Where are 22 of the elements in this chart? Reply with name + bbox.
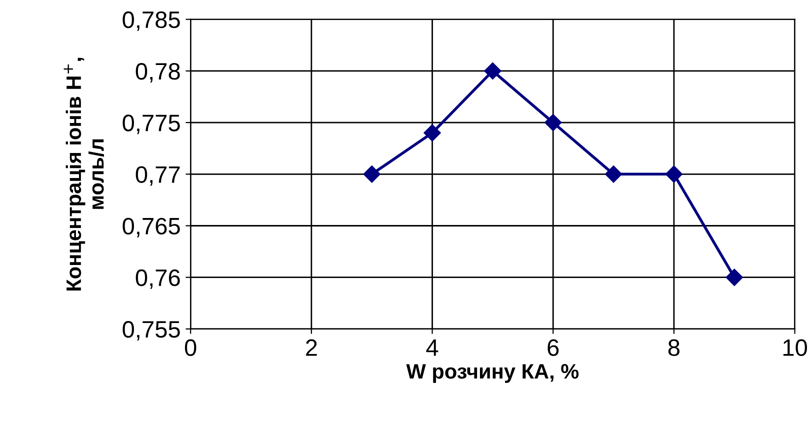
point bbox=[424, 124, 441, 142]
point bbox=[665, 166, 682, 183]
y-tick-label: 0,77 bbox=[136, 166, 180, 186]
point bbox=[544, 114, 562, 132]
x-tick-label: 0 bbox=[184, 339, 196, 356]
point bbox=[604, 166, 622, 183]
y-tick-label: 0,775 bbox=[122, 114, 180, 134]
y-tick-label: 0,78 bbox=[136, 63, 180, 83]
y-tick-label: 0,76 bbox=[136, 269, 180, 289]
x-tick-label: 4 bbox=[426, 340, 438, 356]
y-tick-label: 0,765 bbox=[122, 218, 180, 238]
y-tick-label: 0,755 bbox=[122, 321, 180, 341]
x-tick-label: 10 bbox=[783, 339, 807, 356]
x-tick-label: 2 bbox=[306, 339, 317, 356]
x-tick-label: 6 bbox=[548, 339, 559, 356]
x-axis-title: W розчину КА, % bbox=[406, 364, 579, 383]
point bbox=[726, 268, 743, 286]
x-tick-label: 8 bbox=[668, 339, 680, 356]
text: Концентрація іонів H$^{+}$, моль/л bbox=[64, 58, 104, 290]
y-tick-label: 0,785 bbox=[122, 11, 180, 31]
point bbox=[363, 166, 380, 183]
point bbox=[484, 62, 502, 80]
